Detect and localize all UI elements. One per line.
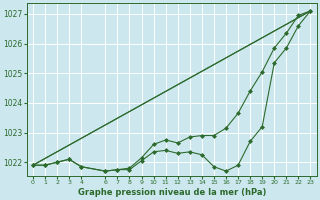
X-axis label: Graphe pression niveau de la mer (hPa): Graphe pression niveau de la mer (hPa) bbox=[77, 188, 266, 197]
